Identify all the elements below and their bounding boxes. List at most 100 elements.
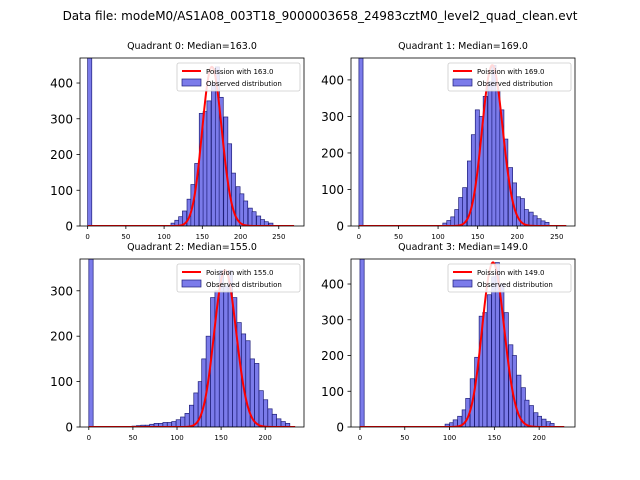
x-tick-label: 100: [443, 434, 456, 442]
histogram-bar: [458, 197, 464, 226]
legend-bar-swatch: [452, 279, 473, 288]
x-tick-label: 250: [550, 233, 563, 241]
subplot-title: Quadrant 2: Median=155.0: [127, 242, 257, 253]
histogram-bar: [231, 172, 236, 226]
histogram-bar: [271, 413, 277, 427]
subplot-title: Quadrant 0: Median=163.0: [127, 41, 257, 52]
histogram-bar: [528, 211, 534, 226]
axes-frame: [350, 57, 576, 227]
x-tick-label: 150: [471, 233, 484, 241]
x-tick-label: 150: [214, 434, 227, 442]
poisson-fit-line: [88, 269, 296, 427]
histogram-bar: [486, 294, 492, 427]
y-tick-label: 100: [321, 183, 344, 197]
x-tick-label: 50: [128, 434, 137, 442]
quadrant-3-chart: 0 50 100 150 200 0 100 200 300 400 Quadrant 3: Med…: [321, 242, 576, 442]
subplot-title: Quadrant 3: Median=149.0: [398, 242, 528, 253]
histogram-bar: [462, 187, 468, 226]
legend-bar-swatch: [181, 78, 202, 87]
legend-label-observed: Observed distribution: [477, 80, 553, 88]
legend-label-fit: Poission with 163.0: [206, 68, 274, 76]
subplot-title: Quadrant 1: Median=169.0: [398, 41, 528, 52]
legend-frame: [447, 62, 572, 92]
histogram-bar: [88, 259, 94, 427]
histogram-bar: [358, 58, 364, 226]
histogram-bar: [218, 270, 225, 427]
axes-frame: [79, 258, 305, 428]
legend-label-fit: Poission with 155.0: [206, 269, 274, 277]
legend: Poission with 169.0 Observed distribution: [447, 62, 572, 92]
quadrant-1-chart: 0 50 100 150 200 250 0 100 200 300 400 Quadrant 1: …: [321, 41, 576, 241]
x-tick-label: 200: [532, 434, 545, 442]
x-tick-label: 0: [87, 434, 91, 442]
y-tick-label: 300: [321, 313, 344, 327]
x-tick-label: 0: [357, 233, 361, 241]
x-tick-label: 0: [85, 233, 89, 241]
histogram-bar: [532, 215, 538, 226]
y-tick-label: 200: [50, 330, 73, 344]
histogram-bar: [243, 200, 249, 226]
figure-title: Data file: modeM0/AS1A08_003T18_90000036…: [63, 9, 578, 23]
histogram-bar: [258, 390, 264, 427]
histogram-bar: [276, 418, 282, 427]
histogram-bar: [537, 415, 542, 427]
y-tick-label: 400: [50, 77, 73, 91]
histogram-bar: [267, 408, 273, 427]
y-tick-label: 0: [65, 421, 73, 435]
x-tick-label: 250: [272, 233, 285, 241]
y-tick-label: 0: [336, 421, 344, 435]
x-tick-label: 200: [511, 233, 524, 241]
axes-frame: [79, 57, 305, 227]
y-tick-label: 300: [50, 284, 73, 298]
histogram-bar: [524, 399, 530, 427]
histogram-bar: [487, 81, 493, 226]
quadrant-0-chart: 0 50 100 150 200 250 0 100 200 300 400 Quadrant 0: …: [50, 41, 305, 241]
histogram-bar: [450, 216, 456, 226]
legend-bar-swatch: [181, 279, 202, 288]
y-tick-label: 200: [321, 146, 344, 160]
histogram-bars: [88, 259, 291, 427]
histogram-bar: [251, 211, 257, 226]
x-tick-label: 0: [358, 434, 362, 442]
histogram-bar: [223, 285, 229, 427]
y-tick-label: 400: [321, 73, 344, 87]
legend-frame: [447, 263, 572, 293]
histogram-bar: [268, 222, 274, 226]
legend-label-observed: Observed distribution: [477, 281, 553, 289]
histogram-bar: [454, 209, 460, 226]
y-tick-label: 100: [50, 375, 73, 389]
histogram-bar: [206, 100, 212, 226]
histogram-bar: [528, 405, 534, 427]
y-tick-label: 400: [321, 278, 344, 292]
histogram-bar: [470, 134, 476, 226]
legend-frame: [176, 263, 301, 293]
quadrant-2-chart: 0 50 100 150 200 0 100 200 300 Quadrant 2: Median…: [50, 242, 305, 442]
axes-frame: [350, 258, 576, 428]
legend-label-fit: Poission with 169.0: [477, 68, 545, 76]
legend: Poission with 155.0 Observed distribution: [176, 263, 301, 293]
x-tick-label: 200: [234, 233, 247, 241]
histogram-bar: [87, 58, 93, 226]
x-tick-label: 200: [259, 434, 272, 442]
legend: Poission with 149.0 Observed distribution: [447, 263, 572, 293]
histogram-bar: [180, 416, 186, 427]
y-tick-label: 300: [50, 112, 73, 126]
x-tick-label: 50: [400, 434, 409, 442]
histogram-bar: [263, 399, 269, 427]
legend-label-observed: Observed distribution: [206, 281, 282, 289]
y-tick-label: 200: [50, 148, 73, 162]
y-tick-label: 0: [336, 220, 344, 234]
legend-label-fit: Poission with 149.0: [477, 269, 545, 277]
legend-bar-swatch: [452, 78, 473, 87]
histogram-bar: [184, 413, 190, 427]
poisson-fit-line: [87, 65, 295, 226]
histogram-bars: [359, 259, 555, 427]
legend: Poission with 163.0 Observed distribution: [176, 62, 301, 92]
histogram-bar: [359, 259, 365, 427]
x-tick-label: 150: [488, 434, 501, 442]
histogram-bar: [503, 138, 509, 226]
y-tick-label: 200: [321, 349, 344, 363]
x-tick-label: 50: [121, 233, 130, 241]
y-tick-label: 100: [50, 184, 73, 198]
x-tick-label: 100: [157, 233, 170, 241]
